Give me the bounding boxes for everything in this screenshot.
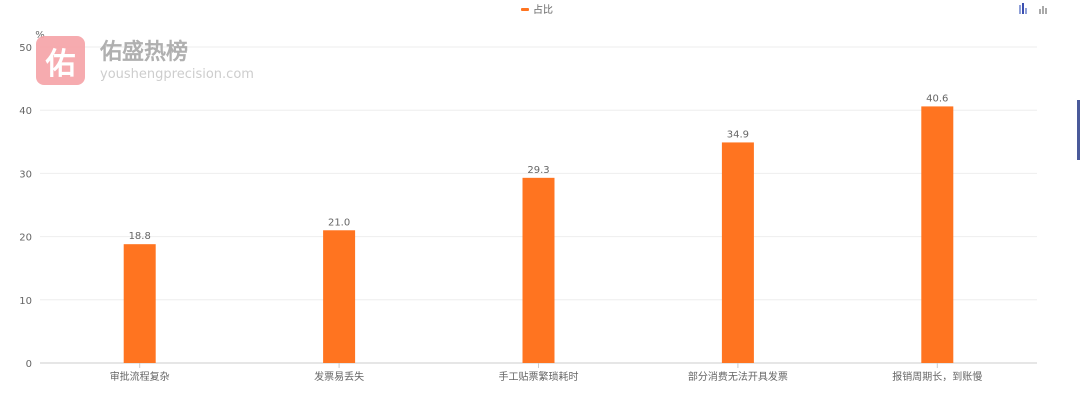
x-tick-label: 手工贴票繁琐耗时 <box>499 370 579 383</box>
x-tick-label: 部分消费无法开具发票 <box>688 370 788 383</box>
watermark-title: 佑盛热榜 <box>100 40 189 65</box>
bar <box>522 177 555 363</box>
watermark: 佑 佑盛热榜 youshengprecision.com <box>36 36 254 85</box>
bar <box>921 106 954 364</box>
y-tick-label: 40 <box>19 106 32 117</box>
bar <box>123 244 156 363</box>
bar <box>323 230 356 363</box>
y-tick-label: 20 <box>19 233 32 244</box>
stacked-bar-icon[interactable] <box>1042 6 1044 14</box>
legend-swatch <box>521 8 529 11</box>
data-label: 18.8 <box>129 231 151 242</box>
x-tick-label: 审批流程复杂 <box>110 370 170 383</box>
data-label: 29.3 <box>527 165 549 176</box>
data-label: 34.9 <box>727 129 749 140</box>
bar-chart-icon[interactable] <box>1022 3 1024 14</box>
data-label: 21.0 <box>328 217 350 228</box>
y-axis-unit: % <box>35 30 45 41</box>
y-tick-label: 30 <box>19 169 32 180</box>
watermark-logo: 佑 <box>36 36 85 85</box>
x-tick-label: 报销周期长，到账慢 <box>892 370 982 383</box>
x-tick-label: 发票易丢失 <box>314 370 364 383</box>
stacked-bar-icon[interactable] <box>1039 9 1041 14</box>
side-scroll-indicator[interactable] <box>1077 100 1080 160</box>
stacked-bar-icon[interactable] <box>1045 8 1047 14</box>
bar-chart-icon[interactable] <box>1019 5 1021 14</box>
y-tick-label: 50 <box>19 43 32 54</box>
y-tick-label: 0 <box>26 359 32 370</box>
bar-chart-icon[interactable] <box>1025 8 1027 14</box>
bar <box>721 142 754 363</box>
legend-label: 占比 <box>533 3 553 16</box>
data-label: 40.6 <box>926 93 948 104</box>
watermark-url: youshengprecision.com <box>100 67 254 82</box>
y-tick-label: 10 <box>19 296 32 307</box>
